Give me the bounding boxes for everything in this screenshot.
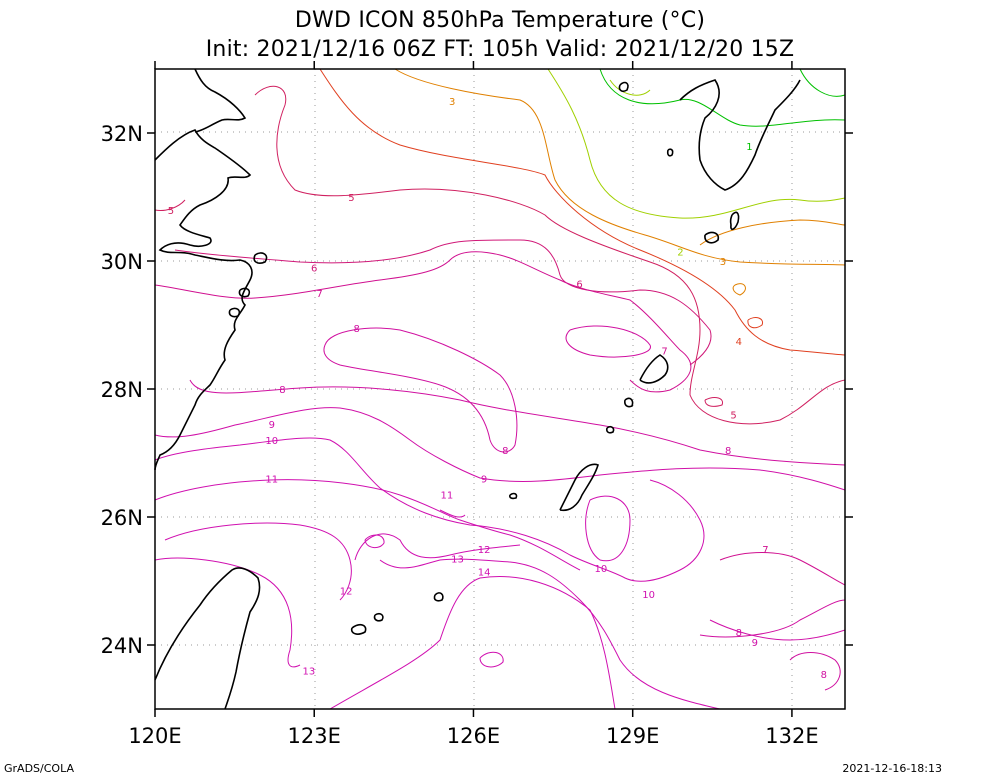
contour-2-b	[609, 79, 651, 96]
contour-label: 13	[451, 555, 464, 566]
contour-label: 5	[168, 206, 174, 217]
amami-coast	[639, 354, 669, 384]
contour-3-c	[732, 283, 746, 296]
contour-label: 9	[481, 475, 487, 486]
contour-12-b	[364, 534, 385, 548]
contour-1-b	[799, 68, 846, 97]
okinawa-coast	[559, 463, 599, 512]
miyako-islands	[433, 592, 444, 602]
contour-3	[394, 68, 846, 266]
yakushima	[704, 231, 720, 244]
contour-8-b	[189, 379, 846, 466]
contour-label: 9	[752, 638, 758, 649]
contour-7-b	[719, 552, 846, 586]
contour-label: 3	[720, 257, 726, 268]
contour-12	[164, 522, 521, 601]
contour-6	[174, 239, 712, 366]
contour-label: 3	[449, 97, 455, 108]
contour-label: 8	[354, 324, 360, 335]
contour-4-b	[747, 317, 764, 329]
contour-label: 8	[821, 670, 827, 681]
contour-label: 8	[279, 385, 285, 396]
map-grid	[155, 69, 845, 709]
contour-5-b	[704, 397, 724, 407]
footer-credit: GrADS/COLA	[4, 762, 74, 775]
lat-label: 24N	[101, 634, 143, 658]
contour-9	[154, 407, 846, 491]
footer-timestamp: 2021-12-16-18:13	[842, 762, 942, 775]
china-coast-north	[194, 68, 247, 133]
contour-label: 10	[642, 590, 655, 601]
contour-11	[154, 479, 581, 571]
coastlines	[154, 68, 801, 710]
lat-label: 26N	[101, 506, 143, 530]
contour-11-b	[439, 509, 466, 518]
yaeyama-islands	[350, 613, 384, 635]
contour-label: 4	[736, 337, 742, 348]
contour-label: 5	[730, 411, 736, 422]
lon-label: 120E	[128, 724, 181, 748]
contour-label: 14	[478, 567, 491, 578]
contour-9-b	[709, 619, 846, 641]
temperature-contours	[154, 68, 846, 710]
contour-label: 8	[502, 446, 508, 457]
china-coast	[154, 129, 253, 471]
contour-label: 1	[746, 142, 752, 153]
lat-label: 30N	[101, 250, 143, 274]
contour-label: 7	[316, 289, 322, 300]
lon-label: 126E	[447, 724, 500, 748]
contour-label: 8	[725, 446, 731, 457]
contour-label: 10	[594, 564, 607, 575]
contour-label: 8	[736, 628, 742, 639]
contour-label: 7	[762, 545, 768, 556]
contour-10-b	[585, 495, 631, 562]
lon-label: 132E	[765, 724, 818, 748]
contour-14-b	[479, 651, 504, 668]
contour-label: 7	[661, 347, 667, 358]
tanegashima	[729, 211, 740, 231]
map-title: DWD ICON 850hPa Temperature (°C)	[294, 8, 706, 33]
goto-islands	[618, 81, 629, 92]
lat-label: 28N	[101, 378, 143, 402]
taiwan-coast	[154, 567, 261, 710]
contour-10	[154, 437, 705, 582]
contour-label: 5	[348, 193, 354, 204]
contour-label: 6	[576, 279, 582, 290]
contour-label: 12	[340, 587, 353, 598]
lon-label: 129E	[606, 724, 659, 748]
koshiki-islands	[666, 148, 674, 157]
axis-ticks	[147, 61, 853, 717]
contour-7	[154, 251, 692, 393]
contour-label: 11	[441, 491, 454, 502]
contour-8-e	[789, 652, 841, 691]
contour-label: 6	[311, 263, 317, 274]
okinoerabu	[606, 425, 615, 434]
contour-4	[319, 68, 846, 356]
contour-label: 2	[677, 247, 683, 258]
kume-island	[509, 492, 518, 500]
contour-label: 12	[478, 545, 491, 556]
tokunoshima	[624, 397, 634, 408]
contour-label: 13	[303, 667, 316, 678]
contour-2	[547, 68, 846, 219]
contour-1	[599, 68, 846, 127]
contour-label: 9	[269, 420, 275, 431]
contour-8-c	[565, 325, 651, 358]
contour-14	[329, 576, 616, 710]
contour-13	[154, 557, 721, 710]
lat-label: 32N	[101, 122, 143, 146]
axis-labels: 32N 30N 28N 26N 24N 120E 123E 126E 129E 132E	[101, 122, 819, 748]
contour-label: 10	[265, 436, 278, 447]
contour-labels: 3556788910111112121313149867854321101078…	[168, 97, 827, 681]
map-subtitle: Init: 2021/12/16 06Z FT: 105h Valid: 202…	[205, 37, 795, 62]
contour-8-d	[699, 599, 846, 638]
contour-8	[323, 327, 518, 453]
contour-5	[154, 85, 846, 425]
kyushu-coast	[679, 79, 801, 191]
contour-3-b	[699, 219, 846, 246]
lon-label: 123E	[288, 724, 341, 748]
contour-label: 11	[265, 475, 278, 486]
zhoushan-islands	[228, 252, 268, 318]
